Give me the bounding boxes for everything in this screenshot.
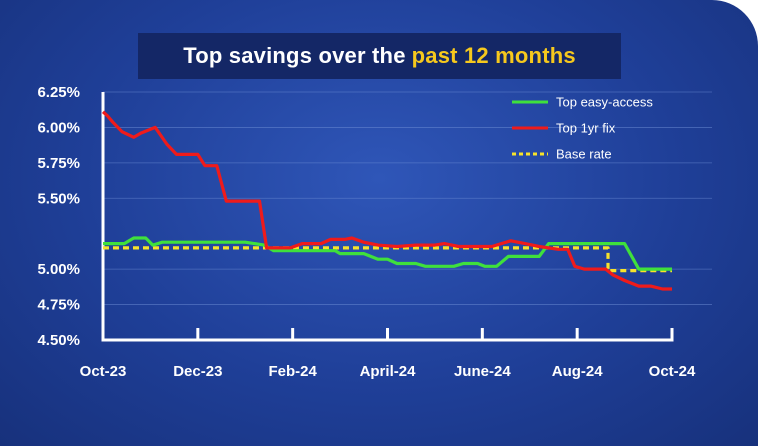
x-tick-label: Aug-24 — [552, 363, 603, 380]
y-tick-labels: 6.25% 6.00% 5.75% 5.50% 5.00% 4.75% 4.50% — [37, 84, 80, 349]
x-tick-label: June-24 — [454, 363, 511, 380]
x-tick-label: Feb-24 — [268, 363, 317, 380]
chart-title-highlight: past 12 months — [411, 43, 576, 68]
y-tick-label: 5.00% — [37, 261, 80, 278]
legend: Top easy-access Top 1yr fix Base rate — [512, 95, 653, 162]
y-tick-label: 4.75% — [37, 297, 80, 314]
series-line-top-1yr-fix — [101, 110, 672, 291]
grid-lines — [103, 91, 712, 305]
y-tick-label: 4.50% — [37, 332, 80, 349]
y-tick-label: 5.75% — [37, 155, 80, 172]
y-tick-label: 6.25% — [37, 84, 80, 101]
series-line-top-easy-access — [103, 236, 672, 271]
chart-title: Top savings over the past 12 months — [138, 33, 621, 79]
y-tick-label: 5.50% — [37, 190, 80, 207]
chart-title-main: Top savings over the — [183, 43, 406, 68]
legend-label: Top easy-access — [556, 95, 653, 110]
axes — [101, 92, 674, 342]
legend-label: Top 1yr fix — [556, 121, 616, 136]
x-tick-label: April-24 — [360, 363, 417, 380]
series-lines — [101, 110, 672, 291]
x-tick-label: Dec-23 — [173, 363, 222, 380]
x-tick-labels: Oct-23 Dec-23 Feb-24 April-24 June-24 Aug-24 O… — [80, 363, 696, 380]
legend-label: Base rate — [556, 147, 612, 162]
x-tick-label: Oct-24 — [649, 363, 696, 380]
y-tick-label: 6.00% — [37, 119, 80, 136]
x-tick-label: Oct-23 — [80, 363, 127, 380]
series-line-base-rate — [103, 246, 672, 273]
